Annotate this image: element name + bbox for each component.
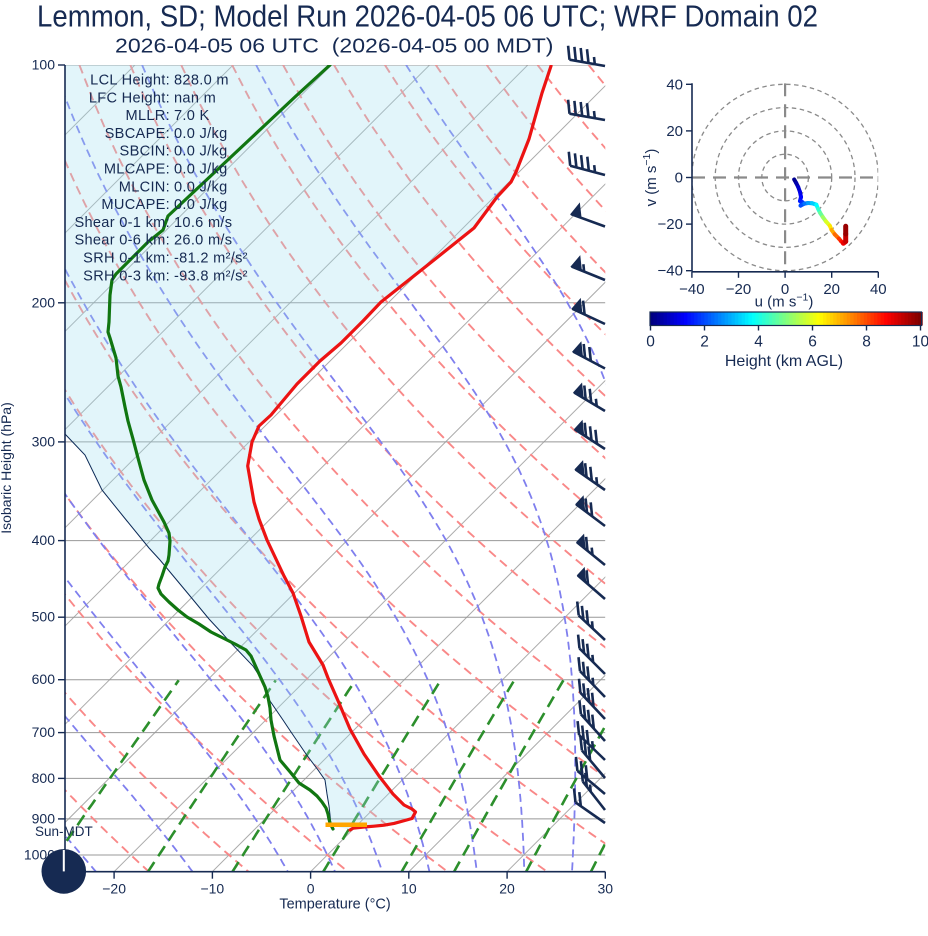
svg-text:828.0 m: 828.0 m	[174, 73, 229, 89]
svg-text:900: 900	[32, 810, 56, 826]
svg-text:LFC Height:: LFC Height:	[89, 90, 170, 106]
svg-text:2: 2	[700, 334, 709, 351]
svg-text:400: 400	[32, 532, 56, 548]
svg-text:10: 10	[912, 334, 928, 351]
svg-text:26.0 m/s: 26.0 m/s	[174, 233, 232, 249]
svg-text:6: 6	[808, 334, 817, 351]
svg-text:Lemmon, SD; Model Run 2026-04-: Lemmon, SD; Model Run 2026-04-05 06 UTC;…	[37, 0, 818, 33]
svg-text:7.0 K: 7.0 K	[174, 108, 210, 124]
svg-text:700: 700	[32, 724, 56, 740]
svg-text:20: 20	[666, 123, 683, 140]
svg-text:SBCIN:: SBCIN:	[120, 144, 170, 160]
svg-text:0: 0	[646, 334, 655, 351]
svg-text:600: 600	[32, 671, 56, 687]
svg-text:Height (km AGL): Height (km AGL)	[725, 353, 843, 370]
svg-text:Temperature (°C): Temperature (°C)	[279, 897, 390, 913]
svg-text:MLCAPE:: MLCAPE:	[104, 162, 170, 178]
svg-text:0.0 J/kg: 0.0 J/kg	[174, 126, 228, 142]
svg-text:40: 40	[870, 281, 887, 298]
svg-text:LCL Height:: LCL Height:	[90, 73, 170, 89]
svg-text:-81.2 m²/s²: -81.2 m²/s²	[174, 251, 248, 267]
svg-text:10: 10	[401, 881, 417, 897]
svg-text:−10: −10	[200, 881, 224, 897]
svg-text:nan m: nan m	[174, 90, 216, 106]
svg-text:Sun-MDT: Sun-MDT	[35, 824, 93, 839]
svg-text:100: 100	[32, 57, 56, 73]
svg-text:SRH 0-1 km:: SRH 0-1 km:	[83, 251, 170, 267]
svg-text:−20: −20	[658, 216, 683, 233]
svg-text:0: 0	[675, 170, 683, 187]
svg-text:Shear 0-1 km:: Shear 0-1 km:	[74, 215, 170, 231]
svg-text:MLLR:: MLLR:	[126, 108, 170, 124]
svg-text:0: 0	[781, 281, 789, 298]
svg-text:0.0 J/kg: 0.0 J/kg	[174, 162, 228, 178]
svg-text:200: 200	[32, 294, 56, 310]
svg-text:−20: −20	[726, 281, 751, 298]
svg-text:20: 20	[499, 881, 515, 897]
svg-text:-93.8 m²/s²: -93.8 m²/s²	[174, 268, 248, 284]
svg-text:300: 300	[32, 433, 56, 449]
svg-text:SRH 0-3 km:: SRH 0-3 km:	[83, 268, 170, 284]
svg-text:−40: −40	[679, 281, 704, 298]
svg-text:800: 800	[32, 770, 56, 786]
svg-text:500: 500	[32, 609, 56, 625]
svg-text:4: 4	[754, 334, 763, 351]
svg-text:Shear 0-6 km:: Shear 0-6 km:	[74, 233, 170, 249]
svg-text:40: 40	[666, 76, 683, 93]
svg-text:0.0 J/kg: 0.0 J/kg	[174, 179, 228, 195]
svg-text:MUCAPE:: MUCAPE:	[101, 197, 170, 213]
svg-text:20: 20	[823, 281, 840, 298]
svg-text:30: 30	[598, 881, 614, 897]
svg-text:0.0 J/kg: 0.0 J/kg	[174, 197, 228, 213]
svg-text:−40: −40	[658, 263, 683, 280]
svg-text:−20: −20	[102, 881, 126, 897]
svg-text:MLCIN:: MLCIN:	[119, 179, 170, 195]
svg-text:Isobaric Height (hPa): Isobaric Height (hPa)	[0, 402, 14, 534]
svg-text:SBCAPE:: SBCAPE:	[105, 126, 170, 142]
svg-text:2026-04-05 06 UTC (2026-04-05: 2026-04-05 06 UTC (2026-04-05 00 MDT)	[115, 35, 554, 58]
svg-text:8: 8	[862, 334, 871, 351]
svg-text:0.0 J/kg: 0.0 J/kg	[174, 144, 228, 160]
svg-text:0: 0	[307, 881, 315, 897]
svg-text:10.6 m/s: 10.6 m/s	[174, 215, 232, 231]
